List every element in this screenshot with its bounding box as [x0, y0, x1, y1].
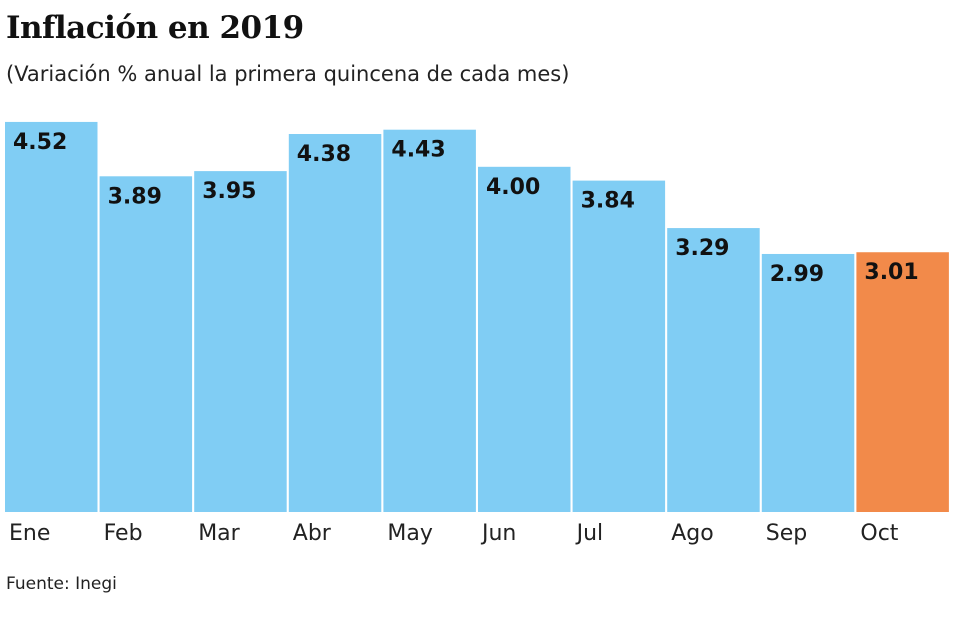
x-tick-label: Ene: [9, 521, 50, 546]
x-tick-label: Abr: [293, 521, 332, 546]
data-label: 3.89: [108, 184, 162, 209]
x-tick-label: Mar: [198, 521, 240, 546]
bar-feb: [99, 176, 193, 512]
bar-sep: [761, 253, 855, 512]
bar-ago: [667, 228, 760, 512]
bar-jul: [572, 180, 666, 512]
chart-subtitle: (Variación % anual la primera quincena d…: [6, 62, 570, 86]
x-tick-label: Ago: [671, 521, 713, 546]
bar-jun: [478, 166, 571, 513]
x-tick-label: Oct: [860, 521, 898, 546]
data-label: 4.00: [486, 175, 540, 200]
x-tick-label: Sep: [766, 521, 807, 546]
source-note: Fuente: Inegi: [6, 574, 117, 594]
bar-abr: [288, 134, 382, 513]
bar-mar: [194, 171, 287, 513]
data-label: 3.95: [202, 179, 256, 204]
x-tick-label: May: [387, 521, 432, 546]
data-label: 2.99: [770, 262, 824, 287]
bar-may: [383, 129, 476, 513]
bar-oct: [856, 252, 949, 512]
x-tick-label: Jul: [575, 521, 604, 546]
data-label: 4.52: [13, 130, 67, 155]
data-label: 3.29: [675, 236, 729, 261]
data-label: 4.38: [297, 142, 351, 167]
data-label: 3.84: [581, 189, 635, 214]
x-tick-label: Jun: [480, 521, 516, 546]
x-tick-label: Feb: [104, 521, 143, 546]
chart-title: Inflación en 2019: [6, 10, 304, 46]
bar-ene: [5, 121, 98, 512]
data-label: 4.43: [391, 138, 445, 163]
data-label: 3.01: [864, 260, 918, 285]
